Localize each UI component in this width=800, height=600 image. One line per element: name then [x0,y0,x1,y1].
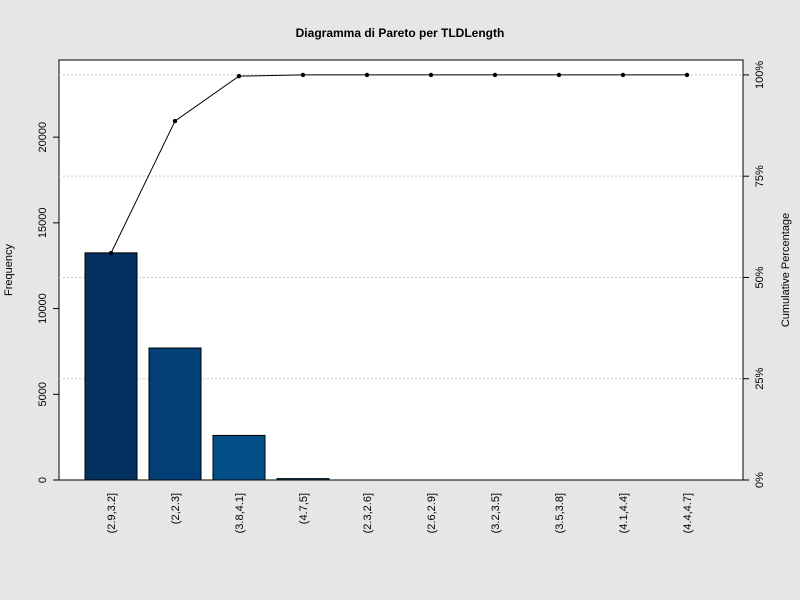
x-tick-label: (4.4,4.7] [682,493,694,533]
y-axis-label: Frequency [3,244,15,296]
cumulative-point [428,72,434,78]
y2-axis-label: Cumulative Percentage [780,213,792,327]
cumulative-line [108,72,690,256]
y2-tick-label: 100% [754,61,766,89]
bar [276,478,330,481]
bar [212,434,266,481]
cumulative-point [556,72,562,78]
x-tick-label: (3.8,4.1] [234,493,246,533]
bars [84,252,330,481]
cumulative-point [172,118,178,124]
cumulative-point [300,72,306,78]
y2-tick-label: 50% [754,266,766,288]
cumulative-point [620,72,626,78]
chart-title: Diagramma di Pareto per TLDLength [296,26,505,40]
cumulative-point [108,250,114,256]
x-tick-label: (2.3,2.6] [362,493,374,533]
x-tick-label: (2.6,2.9] [426,493,438,533]
y-axis-right: 0% 25% 50% 75% 100% [743,61,766,488]
y-tick-label: 15000 [37,208,49,239]
y-axis-left: 0 5000 10000 15000 20000 [37,122,59,483]
y-tick-label: 0 [37,477,49,483]
cumulative-polyline [110,74,687,254]
x-tick-label: (4.1,4.4] [618,493,630,533]
cumulative-point [364,72,370,78]
y2-tick-label: 75% [754,165,766,187]
bar [148,347,202,481]
cumulative-point [236,73,242,79]
x-tick-label: (3.5,3.8] [554,493,566,533]
x-tick-label: (3.2,3.5] [490,493,502,533]
y-tick-label: 5000 [37,382,49,406]
x-tick-label: (2.9,3.2] [106,493,118,533]
cumulative-point [684,72,690,78]
x-axis-labels: (2.9,3.2] (2,2.3] (3.8,4.1] (4.7,5] (2.3,2.6… [106,493,694,533]
y-tick-label: 20000 [37,122,49,153]
cumulative-point [492,72,498,78]
x-tick-label: (2,2.3] [170,493,182,524]
bar [84,252,138,481]
x-tick-label: (4.7,5] [298,493,310,524]
y2-tick-label: 25% [754,368,766,390]
y-tick-label: 10000 [37,293,49,324]
y2-tick-label: 0% [754,472,766,488]
